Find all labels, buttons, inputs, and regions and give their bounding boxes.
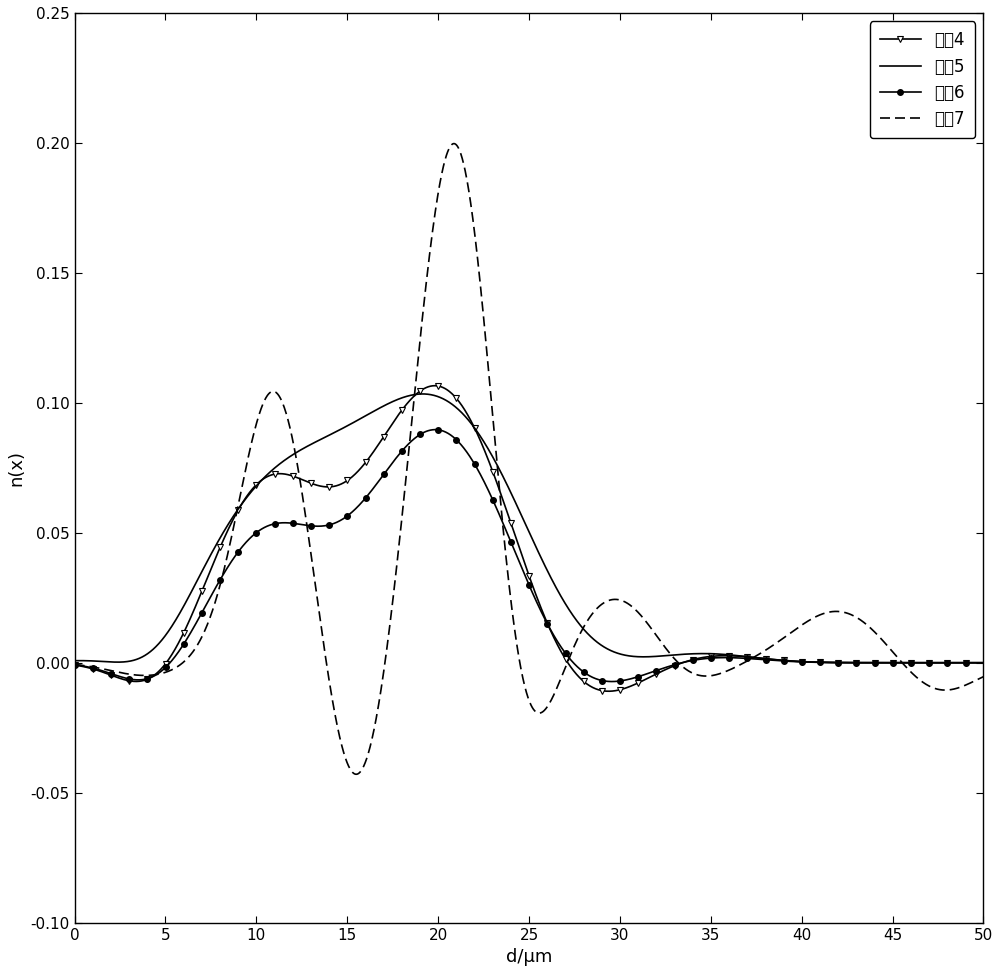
曲线5 (977, 657, 989, 668)
Legend: 曲线4, 曲线5, 曲线6, 曲线7: 曲线4, 曲线5, 曲线6, 曲线7 (870, 21, 975, 138)
Line: 曲线6: 曲线6 (72, 427, 986, 684)
曲线6 (977, 657, 989, 668)
曲线7 (457, 156, 469, 167)
曲线7 (977, 670, 989, 682)
曲线7 (350, 769, 362, 780)
曲线7 (69, 659, 81, 670)
曲线4 (226, 516, 238, 527)
Line: 曲线7: 曲线7 (75, 144, 983, 775)
Text: m=4.00: m=4.00 (888, 83, 949, 97)
曲线7 (172, 661, 184, 672)
曲线6 (457, 441, 469, 452)
曲线4 (862, 657, 874, 668)
Text: m=2.67: m=2.67 (888, 123, 950, 138)
曲线4 (603, 685, 615, 697)
Line: 曲线5: 曲线5 (75, 394, 983, 663)
曲线5 (457, 408, 469, 419)
曲线6 (226, 555, 238, 566)
X-axis label: d/μm: d/μm (506, 948, 552, 966)
曲线5 (862, 657, 874, 668)
曲线6 (429, 424, 441, 436)
曲线5 (172, 610, 184, 622)
曲线4 (960, 657, 972, 668)
曲线6 (417, 427, 429, 439)
曲线5 (417, 388, 429, 400)
曲线7 (960, 679, 972, 691)
曲线6 (172, 646, 184, 658)
Y-axis label: n(x): n(x) (7, 450, 25, 486)
曲线4 (417, 383, 429, 395)
曲线4 (457, 401, 469, 413)
曲线4 (429, 379, 441, 391)
曲线6 (862, 657, 874, 668)
曲线5 (226, 512, 238, 523)
曲线7 (448, 138, 460, 150)
曲线5 (417, 388, 429, 400)
Line: 曲线4: 曲线4 (71, 382, 987, 695)
曲线7 (226, 528, 238, 540)
曲线6 (69, 659, 81, 670)
曲线4 (977, 657, 989, 668)
曲线7 (417, 303, 429, 314)
曲线4 (172, 637, 184, 649)
曲线6 (606, 675, 618, 687)
曲线5 (960, 657, 972, 668)
曲线7 (862, 620, 874, 631)
曲线4 (69, 659, 81, 670)
曲线5 (69, 655, 81, 667)
曲线6 (960, 657, 972, 668)
